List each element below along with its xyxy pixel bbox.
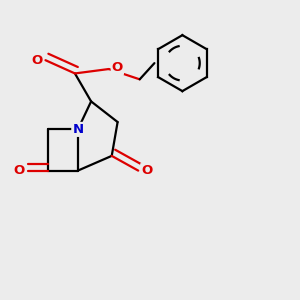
Text: O: O [141,164,152,177]
Text: O: O [31,54,43,67]
Text: N: N [72,123,83,136]
Text: O: O [14,164,25,177]
Text: O: O [112,61,123,74]
